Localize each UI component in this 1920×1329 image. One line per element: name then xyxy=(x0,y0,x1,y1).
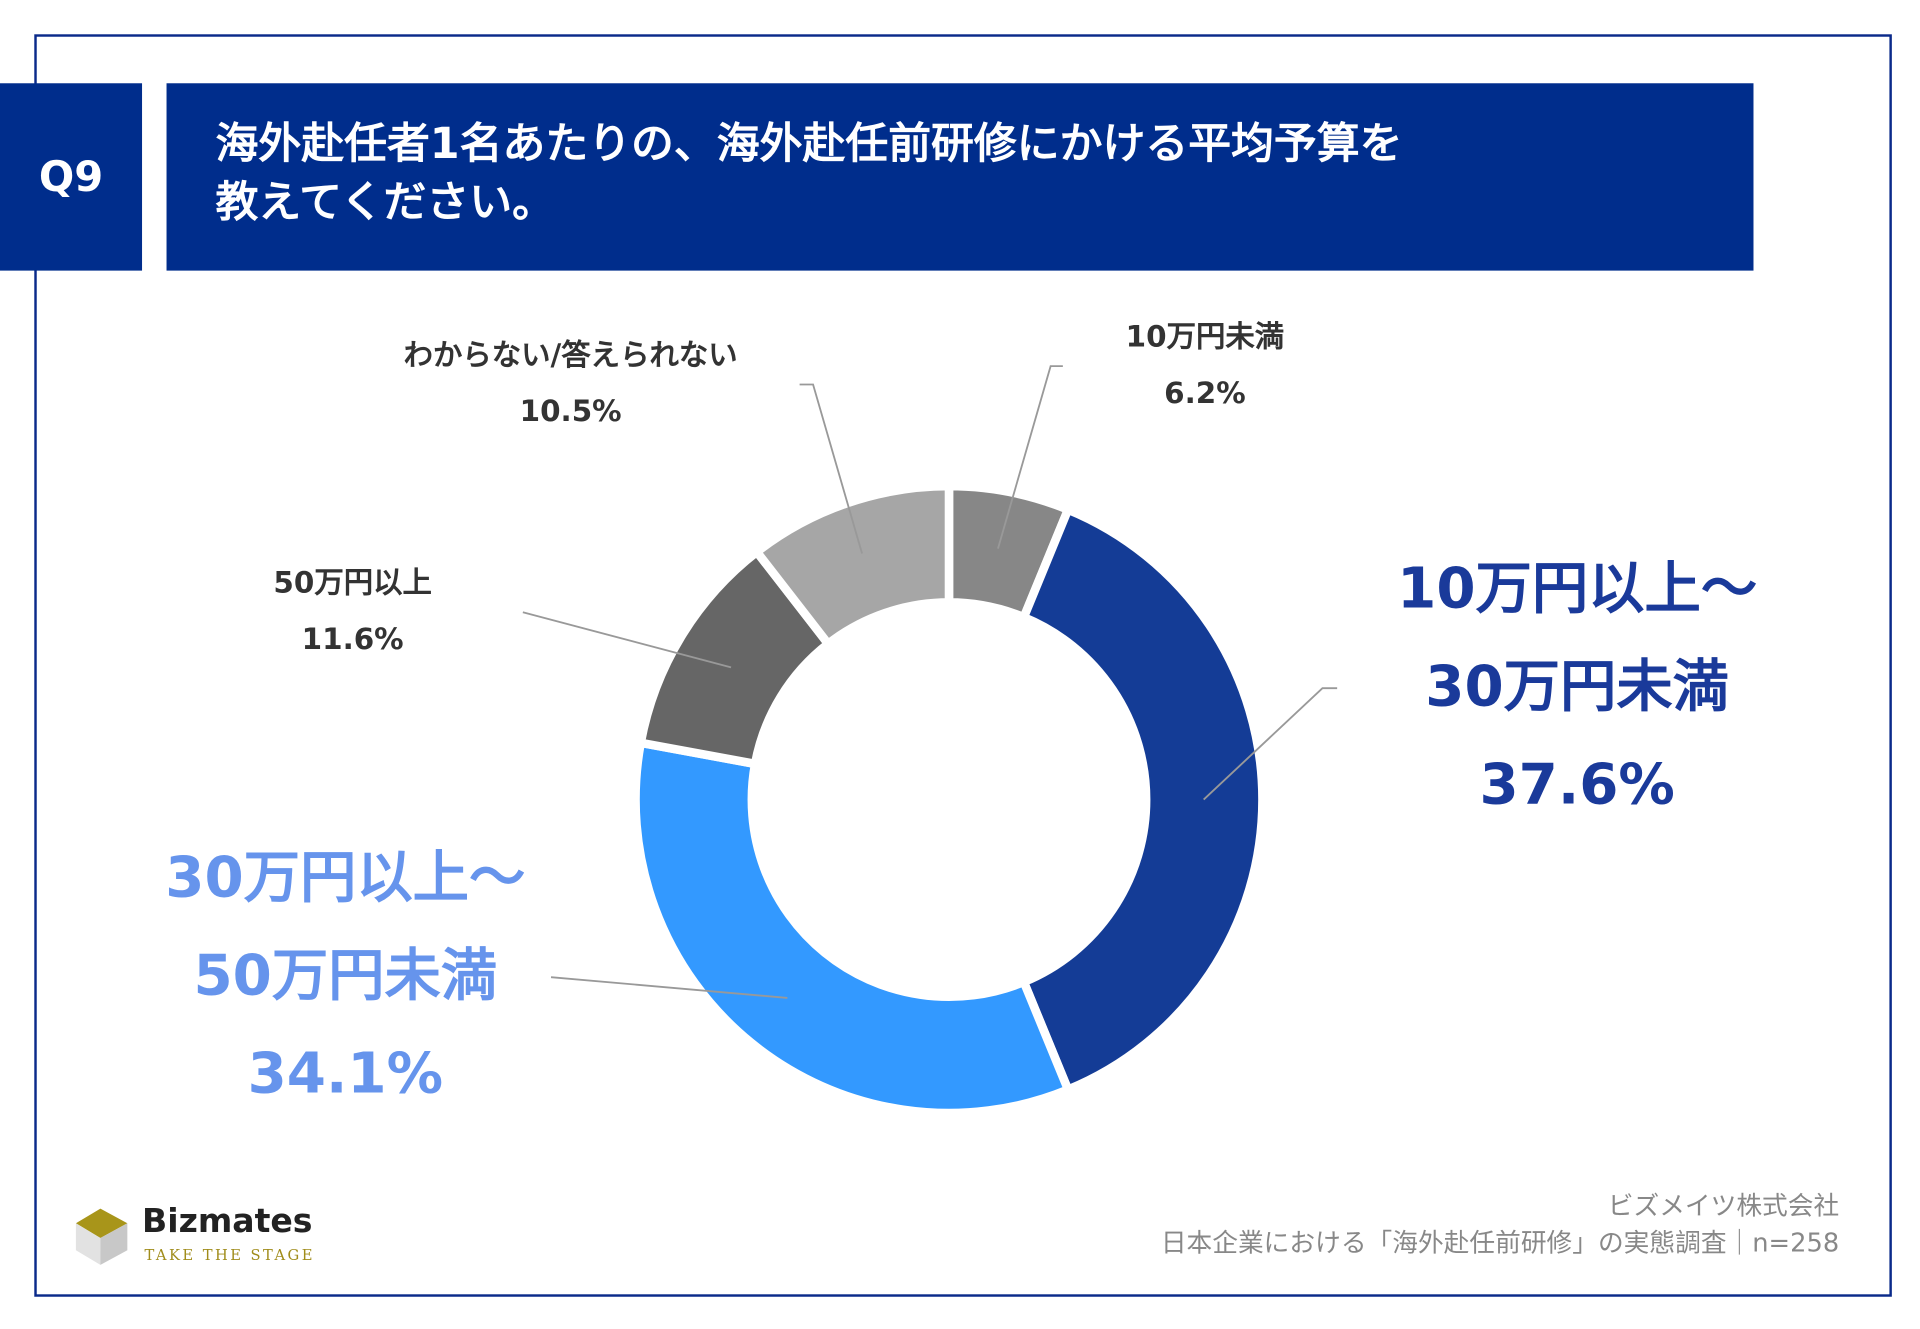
label-value: 11.6% xyxy=(301,622,404,657)
label-under-100k: 10万円未満 6.2% xyxy=(1126,309,1284,422)
label-value: 34.1% xyxy=(247,1039,444,1106)
donut-slice-2 xyxy=(631,737,1074,1118)
question-title-banner: 海外赴任者1名あたりの、海外赴任前研修にかける平均予算を 教えてください。 xyxy=(166,83,1754,271)
question-number-badge: Q9 xyxy=(0,83,143,271)
title-line-1: 海外赴任者1名あたりの、海外赴任前研修にかける平均予算を xyxy=(215,120,1403,169)
footer-source: ビズメイツ株式会社 日本企業における「海外赴任前研修」の実態調査｜n=258 xyxy=(1161,1188,1839,1261)
question-number: Q9 xyxy=(38,152,104,202)
leader-under-100k xyxy=(997,365,1063,549)
label-text: 10万円以上～30万円未満 xyxy=(1397,554,1758,719)
label-text: 10万円未満 xyxy=(1125,319,1285,354)
logo-tagline: TAKE THE STAGE xyxy=(144,1246,315,1264)
title-line-2: 教えてください。 xyxy=(215,178,555,228)
logo-cube-icon xyxy=(75,1208,128,1265)
label-text: 30万円以上～50万円未満 xyxy=(165,843,526,1008)
donut-slice-1 xyxy=(1018,504,1267,1096)
slide-frame xyxy=(34,34,1892,1297)
label-500k-plus: 50万円以上 11.6% xyxy=(273,555,431,668)
label-300k-500k: 30万円以上～50万円未満 34.1% xyxy=(162,828,528,1122)
leader-500k-plus xyxy=(522,611,732,669)
survey-source: 日本企業における「海外赴任前研修」の実態調査｜n=258 xyxy=(1160,1228,1840,1258)
company-name: ビズメイツ株式会社 xyxy=(1607,1191,1840,1221)
leader-100k-300k xyxy=(1203,687,1338,801)
label-text: わからない/答えられない xyxy=(403,337,738,373)
label-value: 6.2% xyxy=(1164,375,1246,411)
label-value: 37.6% xyxy=(1479,750,1675,817)
logo-name: Bizmates xyxy=(142,1202,313,1241)
label-text: 50万円以上 xyxy=(273,565,432,601)
leader-300k-500k xyxy=(550,976,788,999)
leader-unknown xyxy=(799,383,863,554)
question-title: 海外赴任者1名あたりの、海外赴任前研修にかける平均予算を 教えてください。 xyxy=(216,115,1685,233)
label-unknown: わからない/答えられない 10.5% xyxy=(404,327,738,440)
donut-slice-4 xyxy=(750,481,954,650)
label-value: 10.5% xyxy=(519,394,622,429)
label-100k-300k: 10万円以上～30万円未満 37.6% xyxy=(1394,539,1760,833)
